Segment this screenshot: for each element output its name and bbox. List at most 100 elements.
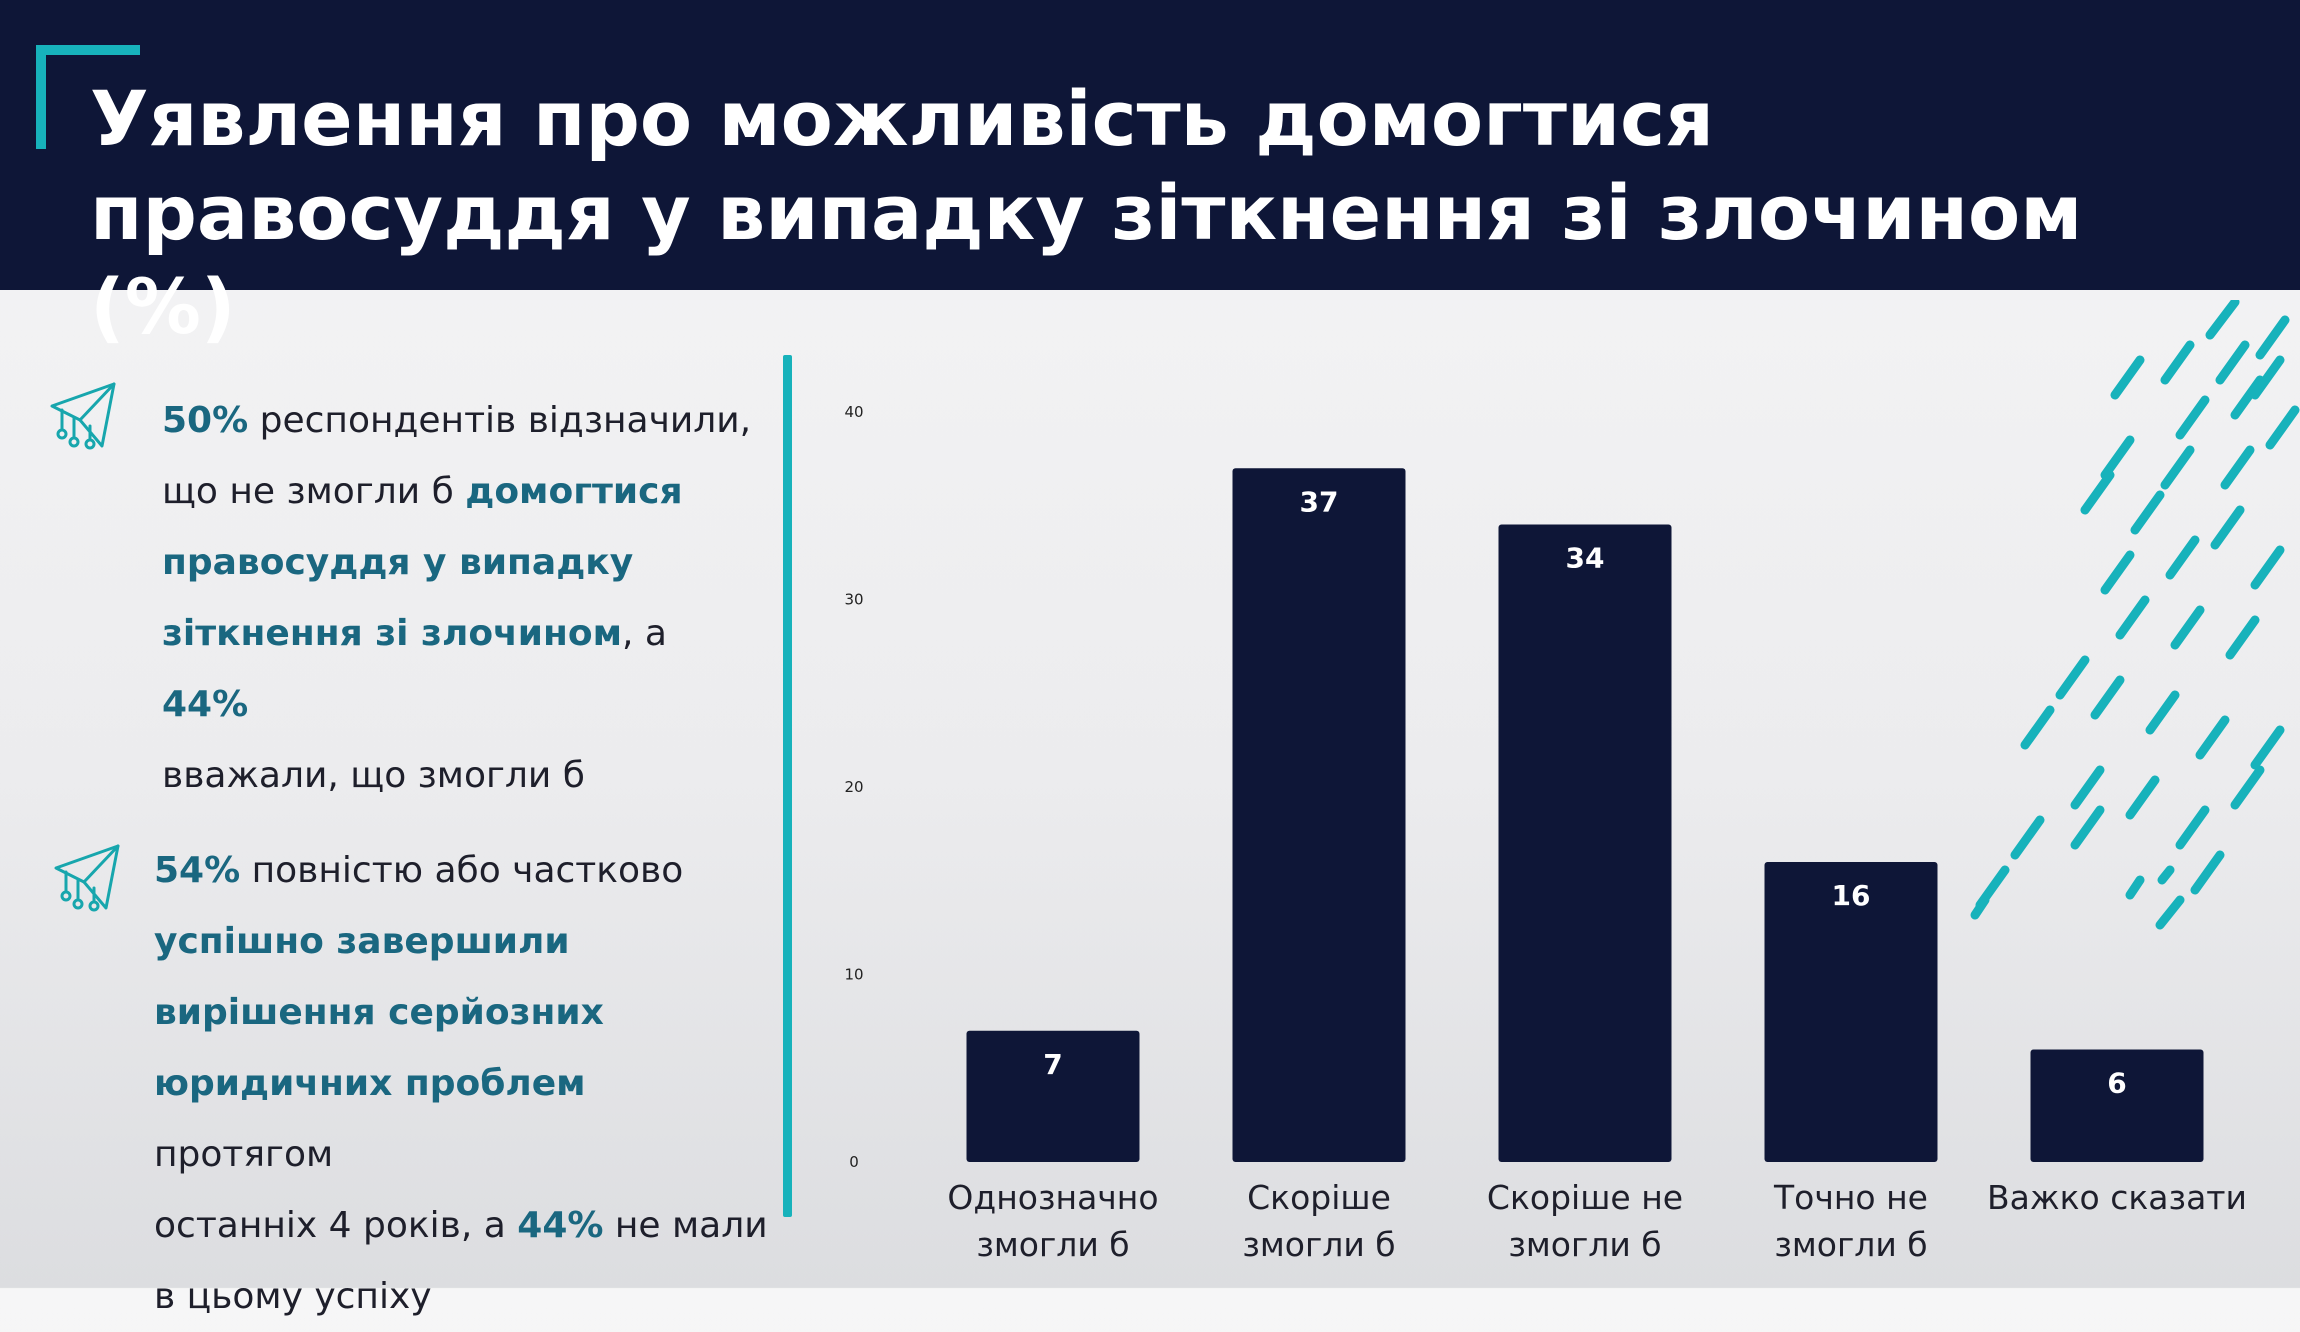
category-labels: Однозначно змогли б Скоріше змогли б Скоріше… xyxy=(947,1178,2247,1264)
y-tick-label: 20 xyxy=(844,778,863,796)
dash-decoration xyxy=(2250,545,2285,590)
y-tick-label: 0 xyxy=(849,1153,859,1171)
dash-decoration xyxy=(2220,445,2255,490)
bar-chart: 0 10 20 30 40 7 37 34 16 6 Однозначно змогли б Ско… xyxy=(844,300,2300,1264)
data-label: 34 xyxy=(1566,542,1605,575)
dash-decoration xyxy=(2255,315,2290,360)
diagonal-dashes-decoration xyxy=(1970,300,2300,930)
note-text: вважали, що змогли б xyxy=(162,755,585,796)
category-label: змогли б xyxy=(1242,1225,1395,1264)
note-line: зіткнення зі злочином, а 44% xyxy=(162,598,762,740)
dash-decoration xyxy=(2230,375,2265,420)
dash-decoration xyxy=(2125,775,2160,820)
category-label: змогли б xyxy=(976,1225,1129,1264)
note-legal-problems: 54% повністю або частково успішно заверши… xyxy=(154,835,774,1332)
category-label: Скоріше не xyxy=(1487,1178,1683,1217)
highlight-text: вирішення серйозних xyxy=(154,992,604,1033)
vertical-divider xyxy=(783,355,792,1217)
dash-decoration xyxy=(2055,655,2090,700)
category-label: змогли б xyxy=(1774,1225,1927,1264)
category-label: Однозначно xyxy=(947,1178,1158,1217)
bar xyxy=(1232,468,1406,1162)
bar xyxy=(1764,862,1938,1162)
dash-decoration xyxy=(2157,865,2175,885)
dash-decoration xyxy=(2230,765,2265,810)
dash-decoration xyxy=(2090,675,2125,720)
dash-decoration xyxy=(2225,615,2260,660)
dash-decoration xyxy=(2080,470,2115,515)
bar xyxy=(966,1030,1140,1162)
dash-decoration xyxy=(2160,340,2195,385)
note-text: не мали xyxy=(603,1205,768,1246)
dash-decoration xyxy=(2205,300,2240,340)
note-line: що не змогли б домогтися xyxy=(162,456,762,527)
page-title: Уявлення про можливість домогтися правос… xyxy=(90,74,2083,351)
note-line: успішно завершили xyxy=(154,906,774,977)
paper-plane-icon xyxy=(54,844,120,912)
highlight-text: 50% xyxy=(162,400,249,441)
dash-decoration xyxy=(2160,445,2195,490)
highlight-text: домогтися xyxy=(465,471,683,512)
highlight-text: успішно завершили xyxy=(154,921,570,962)
category-label: змогли б xyxy=(1508,1225,1661,1264)
note-line: останніх 4 років, а 44% не мали xyxy=(154,1190,774,1261)
note-justice-access: 50% респондентів відзначили, що не змогли… xyxy=(162,385,762,811)
dash-decoration xyxy=(2155,895,2185,930)
dash-decoration xyxy=(2145,690,2180,735)
note-line: юридичних проблем протягом xyxy=(154,1048,774,1190)
dash-decoration xyxy=(2250,725,2285,770)
note-line: 54% повністю або частково xyxy=(154,835,774,906)
note-text: протягом xyxy=(154,1134,334,1175)
dash-decoration xyxy=(2195,715,2230,760)
bars: 7 37 34 16 6 xyxy=(966,468,2204,1162)
bar xyxy=(1498,524,1672,1162)
note-text: останніх 4 років, а xyxy=(154,1205,518,1246)
dash-decoration xyxy=(2175,395,2210,440)
data-label: 6 xyxy=(2107,1067,2126,1100)
dash-decoration xyxy=(2020,705,2055,750)
dash-decoration xyxy=(2265,405,2300,450)
highlight-text: юридичних проблем xyxy=(154,1063,586,1104)
note-line: вирішення серйозних xyxy=(154,977,774,1048)
data-label: 16 xyxy=(1832,879,1871,912)
dash-decoration xyxy=(2215,340,2250,385)
data-label: 37 xyxy=(1300,485,1339,518)
y-tick-label: 40 xyxy=(844,403,863,421)
dash-decoration xyxy=(2210,505,2245,550)
highlight-text: правосуддя у випадку xyxy=(162,542,634,583)
note-text: повністю або частково xyxy=(240,850,684,891)
data-label: 7 xyxy=(1043,1048,1062,1081)
note-text: що не змогли б xyxy=(162,471,466,512)
note-text: , а xyxy=(622,613,667,654)
note-line: 50% респондентів відзначили, xyxy=(162,385,762,456)
note-text: респондентів відзначили, xyxy=(248,400,752,441)
dash-decoration xyxy=(2190,850,2225,895)
category-label: Важко сказати xyxy=(1987,1178,2247,1217)
dash-decoration xyxy=(2100,550,2135,595)
highlight-text: зіткнення зі злочином xyxy=(162,613,623,654)
paper-plane-icon xyxy=(50,382,116,450)
highlight-text: 54% xyxy=(154,850,241,891)
y-axis-ticks: 0 10 20 30 40 xyxy=(844,403,863,1171)
note-line: в цьому успіху xyxy=(154,1261,774,1332)
dash-decoration xyxy=(1970,895,1990,920)
dash-decoration xyxy=(2100,435,2135,480)
dash-decoration xyxy=(2070,805,2105,850)
note-line: вважали, що змогли б xyxy=(162,740,762,811)
dash-decoration xyxy=(2010,815,2045,860)
note-text: в цьому успіху xyxy=(154,1276,432,1317)
y-tick-label: 30 xyxy=(844,591,863,609)
dash-decoration xyxy=(2130,490,2165,535)
dash-decoration xyxy=(2110,355,2145,400)
dash-decoration xyxy=(2250,355,2285,400)
dash-decoration xyxy=(2165,535,2200,580)
title-banner: Уявлення про можливість домогтися правос… xyxy=(0,0,2300,351)
category-label: Скоріше xyxy=(1247,1178,1391,1217)
y-tick-label: 10 xyxy=(844,966,863,984)
note-line: правосуддя у випадку xyxy=(162,527,762,598)
dash-decoration xyxy=(2070,765,2105,810)
bar xyxy=(2030,1049,2204,1162)
category-label: Точно не xyxy=(1773,1178,1928,1217)
dash-decoration xyxy=(2115,595,2150,640)
dash-decoration xyxy=(2170,605,2205,650)
